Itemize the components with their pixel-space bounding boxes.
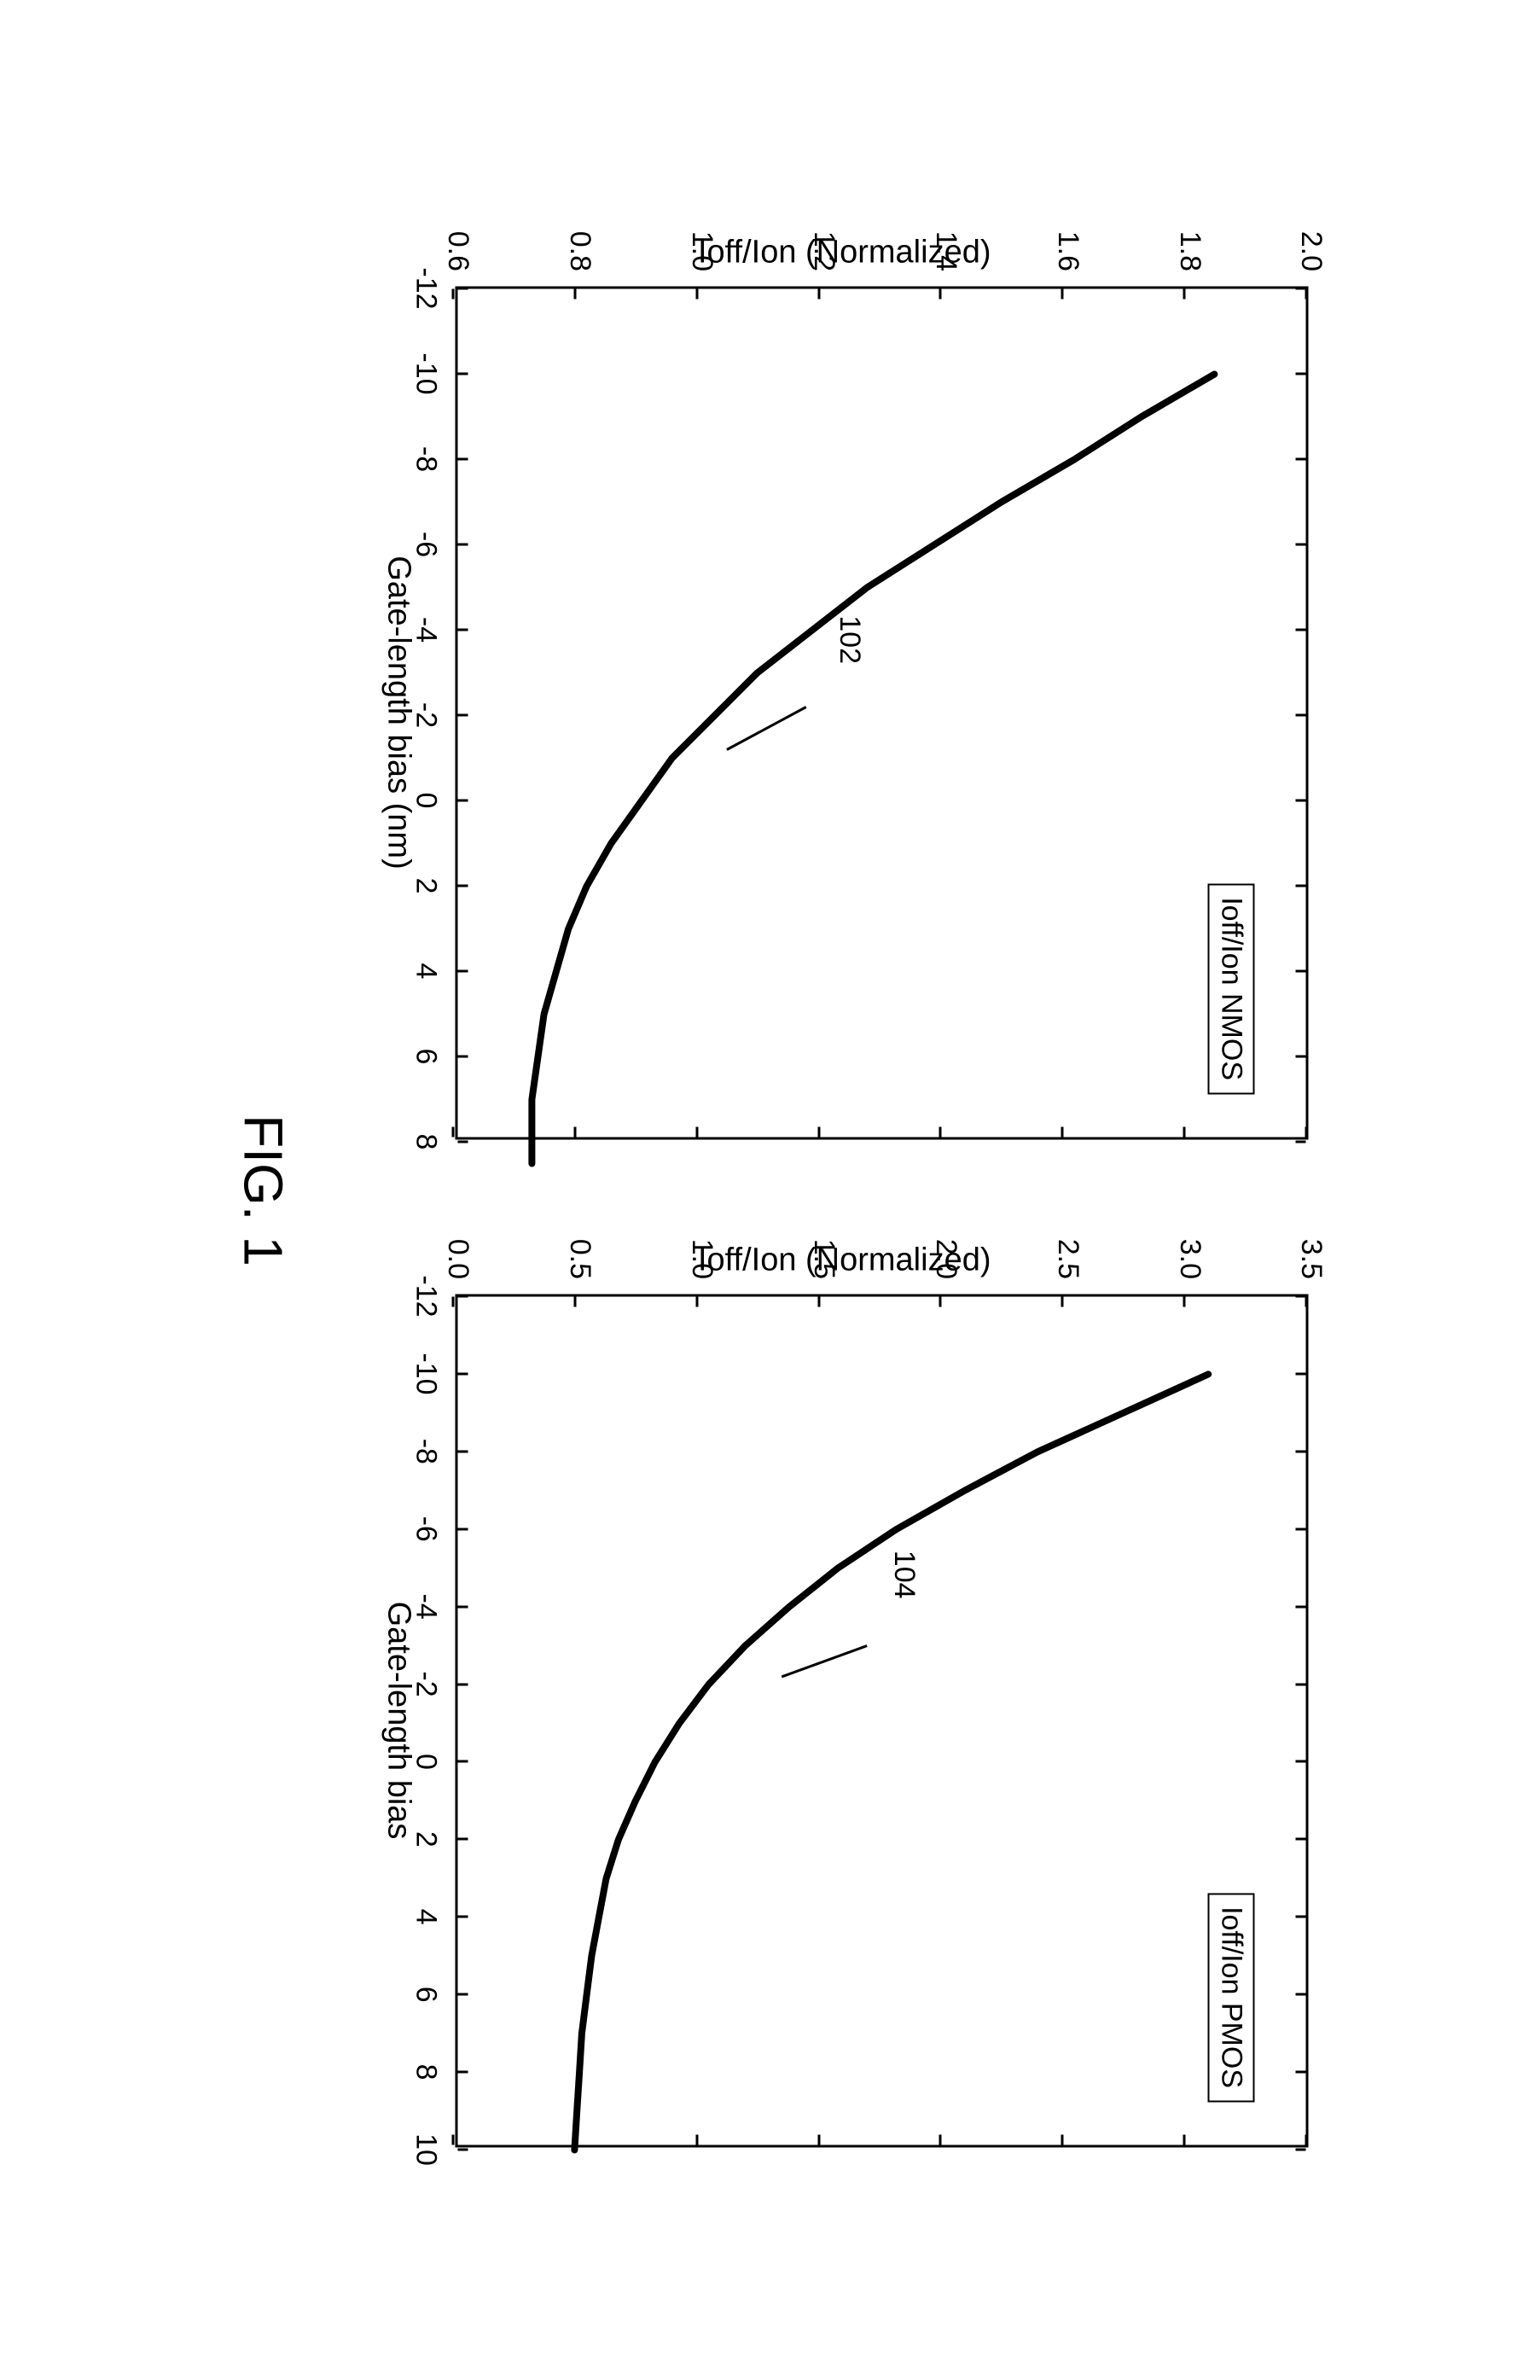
xtick-label: -2: [410, 1671, 443, 1696]
ytick-label: 2.0: [928, 1238, 962, 1278]
xtick-label: -2: [410, 701, 443, 727]
figure-label: FIG. 1: [232, 1114, 295, 1266]
plot-box-nmos: Ioff/Ion NMOS 0.60.81.01.21.41.61.82.0-1…: [456, 286, 1309, 1139]
ytick-label: 1.2: [807, 230, 840, 271]
ytick-label: 1.5: [807, 1238, 840, 1278]
ytick-label: 0.8: [563, 230, 596, 271]
xtick-label: -8: [410, 1438, 443, 1463]
ytick-label: 1.4: [928, 230, 962, 271]
ytick-label: 1.0: [685, 230, 718, 271]
chart-pmos: Ioff/Ion (Normalized) Ioff/Ion PMOS 0.00…: [381, 1242, 1309, 2147]
ytick-label: 0.6: [441, 230, 474, 271]
ytick-label: 3.5: [1294, 1238, 1328, 1278]
chart-nmos: Ioff/Ion (Normalized) Ioff/Ion NMOS 0.60…: [381, 234, 1309, 1139]
curve-nmos: [453, 288, 1306, 1142]
annotation-104: 104: [887, 1550, 921, 1598]
xtick-label: -4: [410, 616, 443, 642]
xtick-label: -12: [410, 267, 443, 309]
plot-box-pmos: Ioff/Ion PMOS 0.00.51.01.52.02.53.03.5-1…: [456, 1294, 1309, 2147]
xtick-label: 6: [410, 1986, 443, 2002]
curve-pmos: [453, 1296, 1306, 2150]
ytick-label: 2.5: [1050, 1238, 1084, 1278]
ytick-label: 1.0: [685, 1238, 718, 1278]
ytick-label: 2.0: [1294, 230, 1328, 271]
ytick-label: 0.5: [563, 1238, 596, 1278]
xtick-label: 8: [410, 2063, 443, 2080]
xtick-label: 2: [410, 877, 443, 893]
xtick-label: -6: [410, 1516, 443, 1541]
xtick-label: 8: [410, 1133, 443, 1149]
xtick-label: 6: [410, 1048, 443, 1064]
xtick-label: -10: [410, 1353, 443, 1394]
xtick-label: 4: [410, 963, 443, 979]
annotation-102: 102: [832, 615, 865, 664]
xtick-label: -4: [410, 1593, 443, 1619]
plot-and-x-pmos: Ioff/Ion PMOS 0.00.51.01.52.02.53.03.5-1…: [381, 1294, 1309, 2147]
xtick-label: 4: [410, 1908, 443, 1924]
xtick-label: -10: [410, 352, 443, 394]
page: Ioff/Ion (Normalized) Ioff/Ion NMOS 0.60…: [0, 0, 1540, 2380]
xtick-label: 2: [410, 1830, 443, 1847]
xtick-label: 0: [410, 792, 443, 808]
xtick-label: -8: [410, 445, 443, 471]
ytick-label: 1.6: [1050, 230, 1084, 271]
xtick-label: -12: [410, 1275, 443, 1317]
plot-and-x-nmos: Ioff/Ion NMOS 0.60.81.01.21.41.61.82.0-1…: [381, 286, 1309, 1139]
ytick-label: 3.0: [1172, 1238, 1206, 1278]
xlabel-pmos: Gate-length bias: [381, 1601, 417, 1839]
ytick-label: 1.8: [1172, 230, 1206, 271]
xtick-label: 10: [410, 2133, 443, 2166]
charts-row: Ioff/Ion (Normalized) Ioff/Ion NMOS 0.60…: [381, 234, 1309, 2147]
xtick-label: -6: [410, 531, 443, 556]
xtick-label: 0: [410, 1753, 443, 1769]
ytick-label: 0.0: [441, 1238, 474, 1278]
chart-area-nmos: Ioff/Ion (Normalized) Ioff/Ion NMOS 0.60…: [381, 234, 1309, 1139]
chart-area-pmos: Ioff/Ion (Normalized) Ioff/Ion PMOS 0.00…: [381, 1242, 1309, 2147]
